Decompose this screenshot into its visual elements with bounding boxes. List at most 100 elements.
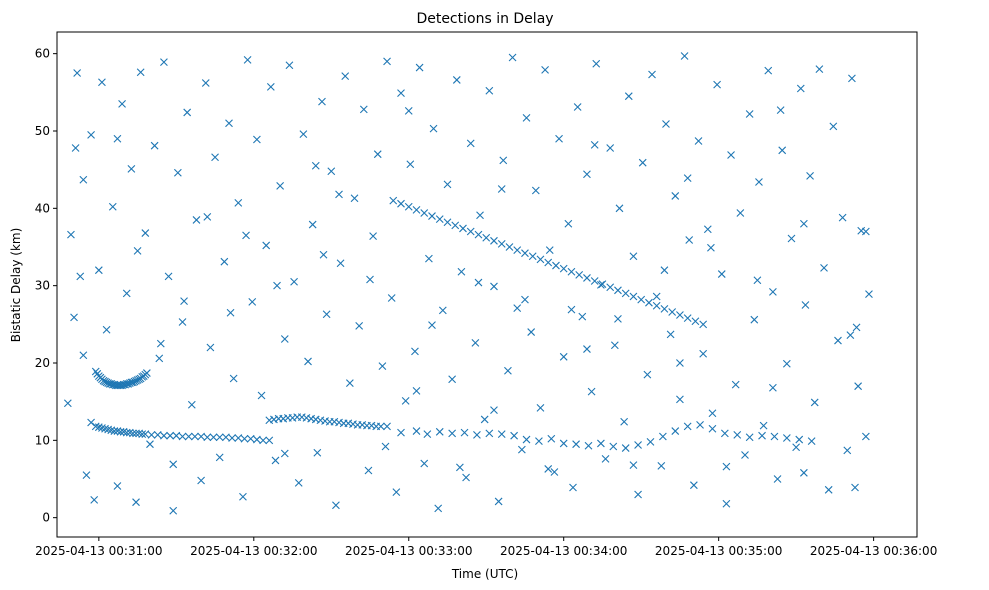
scatter-point	[782, 359, 791, 368]
scatter-point	[82, 471, 91, 480]
marker-layer	[63, 52, 873, 515]
scatter-point	[614, 315, 622, 323]
scatter-point	[460, 428, 469, 437]
scatter-point	[597, 439, 605, 448]
scatter-point	[861, 227, 870, 236]
scatter-point	[569, 483, 577, 492]
scatter-point	[689, 481, 698, 490]
scatter-point	[435, 215, 444, 224]
scatter-point	[150, 141, 159, 150]
scatter-point	[448, 429, 457, 438]
scatter-point	[457, 267, 466, 276]
scatter-point	[404, 106, 413, 115]
scatter-point	[90, 495, 99, 504]
y-tick-label: 20	[35, 356, 50, 370]
scatter-point	[555, 134, 563, 143]
scatter-point	[643, 370, 652, 379]
scatter-point	[634, 490, 642, 499]
scatter-point	[759, 421, 768, 430]
scatter-point	[308, 220, 317, 229]
scatter-point	[169, 460, 178, 469]
scatter-point	[428, 212, 436, 220]
scatter-point	[73, 69, 82, 77]
scatter-point	[280, 335, 289, 343]
scatter-point	[658, 432, 667, 441]
scatter-point	[770, 432, 779, 441]
scatter-point	[240, 434, 249, 443]
scatter-point	[381, 442, 390, 451]
scatter-point	[98, 78, 106, 87]
scatter-point	[184, 432, 193, 441]
scatter-point	[101, 424, 109, 433]
scatter-point	[769, 287, 777, 296]
scatter-point	[311, 161, 320, 170]
scatter-point	[629, 292, 638, 301]
scatter-point	[366, 275, 374, 284]
scatter-point	[572, 440, 580, 449]
scatter-point	[265, 436, 274, 445]
scatter-point	[451, 221, 460, 230]
scatter-point	[666, 330, 675, 339]
scatter-point	[815, 65, 824, 74]
chart-title: Detections in Delay	[416, 11, 553, 27]
scatter-point	[708, 424, 717, 433]
scatter-point	[722, 499, 731, 508]
scatter-point	[474, 278, 483, 287]
scatter-point	[350, 194, 359, 203]
scatter-point	[508, 53, 517, 62]
scatter-point	[536, 255, 545, 264]
scatter-point	[369, 232, 377, 241]
scatter-point	[383, 422, 391, 431]
scatter-point	[584, 441, 593, 450]
scatter-point	[462, 473, 470, 482]
scatter-point	[160, 58, 168, 67]
scatter-point	[769, 383, 777, 392]
scatter-point	[355, 321, 364, 330]
scatter-point	[299, 130, 308, 138]
scatter-point	[510, 431, 519, 440]
scatter-point	[799, 468, 808, 477]
scatter-point	[336, 259, 345, 268]
scatter-point	[629, 252, 638, 261]
scatter-point	[341, 72, 350, 80]
scatter-point	[63, 399, 72, 408]
scatter-point	[597, 280, 605, 289]
scatter-point	[243, 55, 252, 64]
scatter-point	[76, 272, 85, 281]
scatter-point	[480, 415, 489, 424]
scatter-point	[545, 246, 554, 254]
scatter-point	[280, 449, 289, 458]
y-tick-label: 40	[35, 201, 50, 215]
scatter-point	[601, 455, 610, 463]
scatter-point	[127, 164, 136, 173]
x-tick-label: 2025-04-13 00:34:00	[500, 544, 627, 558]
x-tick-label: 2025-04-13 00:32:00	[190, 544, 317, 558]
scatter-point	[575, 270, 584, 279]
scatter-point	[173, 168, 182, 177]
scatter-point	[79, 175, 88, 184]
scatter-point	[535, 437, 543, 445]
scatter-point	[146, 440, 154, 449]
scatter-point	[147, 431, 156, 439]
scatter-point	[583, 170, 591, 179]
scatter-point	[848, 74, 856, 83]
scatter-point	[852, 323, 861, 332]
scatter-point	[178, 432, 187, 441]
scatter-point	[731, 380, 740, 389]
scatter-point	[614, 286, 622, 295]
scatter-point	[401, 397, 410, 405]
scatter-point	[722, 462, 731, 471]
scatter-point	[373, 150, 382, 159]
scatter-point	[415, 63, 424, 72]
scatter-point	[428, 321, 436, 329]
scatter-point	[313, 448, 322, 457]
scatter-point	[559, 439, 568, 448]
scatter-point	[567, 305, 576, 314]
scatter-point	[810, 398, 819, 407]
scatter-point	[448, 375, 457, 384]
scatter-point	[522, 435, 531, 444]
scatter-point	[392, 488, 401, 497]
scatter-point	[776, 106, 785, 114]
scatter-point	[668, 308, 677, 316]
scatter-point	[423, 430, 432, 439]
